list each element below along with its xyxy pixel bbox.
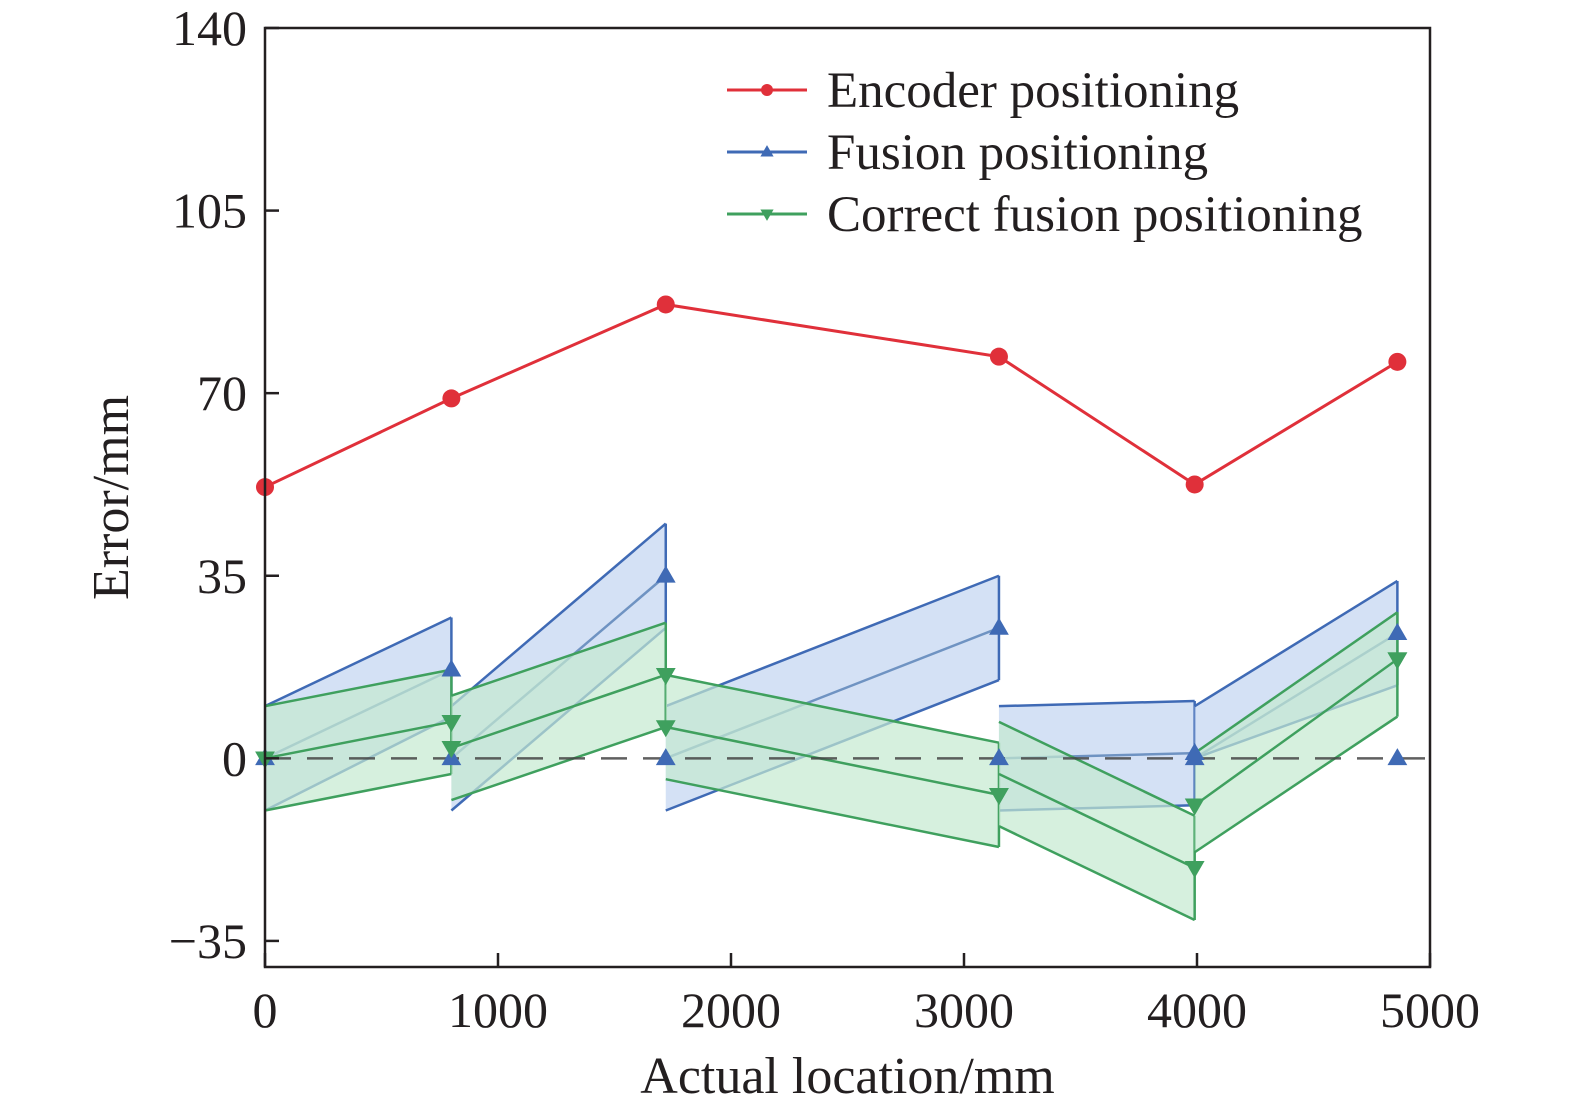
correct-fusion-segment-end-point-1 — [655, 668, 676, 686]
band-mid-line-correct-fusion-1 — [450, 673, 667, 750]
x-tick-label-4: 4000 — [1147, 982, 1247, 1038]
y-tick-label-1: 0 — [222, 730, 247, 786]
band-upper-edge-fusion-2 — [665, 574, 1000, 708]
series-lines — [264, 302, 1430, 760]
band-upper-edge-fusion-4 — [1194, 579, 1399, 708]
band-lower-edge-correct-fusion-1 — [450, 725, 667, 802]
encoder-point-3 — [989, 347, 1008, 366]
fusion-point-2 — [655, 748, 676, 766]
band-upper-edge-correct-fusion-2 — [665, 673, 1000, 744]
series-markers — [255, 295, 1408, 879]
legend: Encoder positioning Fusion positioning Cor… — [727, 63, 1362, 243]
correct-fusion-point-1 — [441, 741, 462, 759]
x-axis-label: Actual location/mm — [640, 1048, 1054, 1105]
legend-marker-encoder — [761, 84, 773, 96]
correct-fusion-segment-end-point-0 — [441, 714, 462, 733]
band-upper-edge-fusion-3 — [998, 699, 1195, 708]
fusion-segment-end-point-2 — [989, 617, 1009, 635]
encoder-series-line — [264, 302, 1399, 489]
band-upper-edge-correct-fusion-1 — [450, 621, 667, 697]
y-tick-label-3: 70 — [197, 365, 247, 421]
band-mid-line-correct-fusion-2 — [665, 725, 1000, 797]
band-lower-edge-correct-fusion-3 — [998, 825, 1196, 922]
plot-frame — [263, 26, 1432, 969]
legend-label-correct-fusion: Correct fusion positioning — [827, 187, 1362, 243]
band-mid-line-correct-fusion-4 — [1193, 658, 1399, 807]
fusion-segment-end-point-4 — [1387, 622, 1408, 640]
fusion-segment-end-point-3 — [1184, 742, 1205, 760]
correct-fusion-point-4 — [1184, 798, 1205, 816]
x-tick-label-5: 5000 — [1380, 982, 1480, 1038]
band-lower-edge-correct-fusion-4 — [1193, 715, 1399, 854]
encoder-point-4 — [1185, 475, 1204, 494]
x-tick-label-1: 1000 — [448, 982, 548, 1038]
band-lower-edge-correct-fusion-0 — [264, 772, 452, 812]
band-upper-edge-correct-fusion-0 — [264, 668, 452, 708]
y-tick-label-0: −35 — [169, 913, 247, 969]
legend-label-fusion: Fusion positioning — [827, 125, 1208, 181]
axes: 0 1000 2000 3000 4000 5000−3503570105140Actua… — [83, 0, 1480, 1105]
correct-fusion-segment-end-point-3 — [1184, 861, 1205, 879]
encoder-point-2 — [656, 295, 675, 314]
error-bands — [264, 522, 1399, 922]
band-upper-edge-correct-fusion-4 — [1193, 611, 1399, 755]
correct-fusion-segment-end-point-4 — [1387, 652, 1408, 670]
band-fusion-4 — [1194, 580, 1398, 759]
band-upper-edge-fusion-0 — [264, 616, 452, 708]
encoder-point-1 — [442, 389, 461, 408]
encoder-point-5 — [1388, 352, 1407, 371]
correct-fusion-segment-end-point-2 — [989, 788, 1009, 806]
y-tick-label-2: 35 — [197, 548, 247, 604]
band-upper-edge-correct-fusion-3 — [998, 720, 1196, 817]
band-mid-line-correct-fusion-3 — [998, 772, 1196, 870]
fusion-segment-end-point-1 — [655, 565, 676, 583]
y-tick-label-5: 140 — [172, 0, 247, 56]
fusion-point-5 — [1387, 748, 1408, 766]
fusion-segment-end-point-0 — [441, 659, 462, 677]
legend-marker-correct-fusion — [760, 209, 774, 221]
fusion-point-3 — [989, 748, 1009, 766]
legend-marker-fusion — [760, 145, 774, 157]
y-axis-label: Error/mm — [83, 395, 140, 600]
x-tick-label-0: 0 — [253, 982, 278, 1038]
x-tick-label-3: 3000 — [914, 982, 1014, 1038]
y-tick-label-4: 105 — [172, 183, 247, 239]
x-tick-label-2: 2000 — [681, 982, 781, 1038]
band-mid-line-correct-fusion-0 — [264, 720, 452, 760]
legend-label-encoder: Encoder positioning — [827, 63, 1239, 119]
band-lower-edge-correct-fusion-2 — [665, 777, 1000, 849]
correct-fusion-point-2 — [655, 720, 676, 738]
band-upper-edge-fusion-1 — [450, 522, 667, 708]
